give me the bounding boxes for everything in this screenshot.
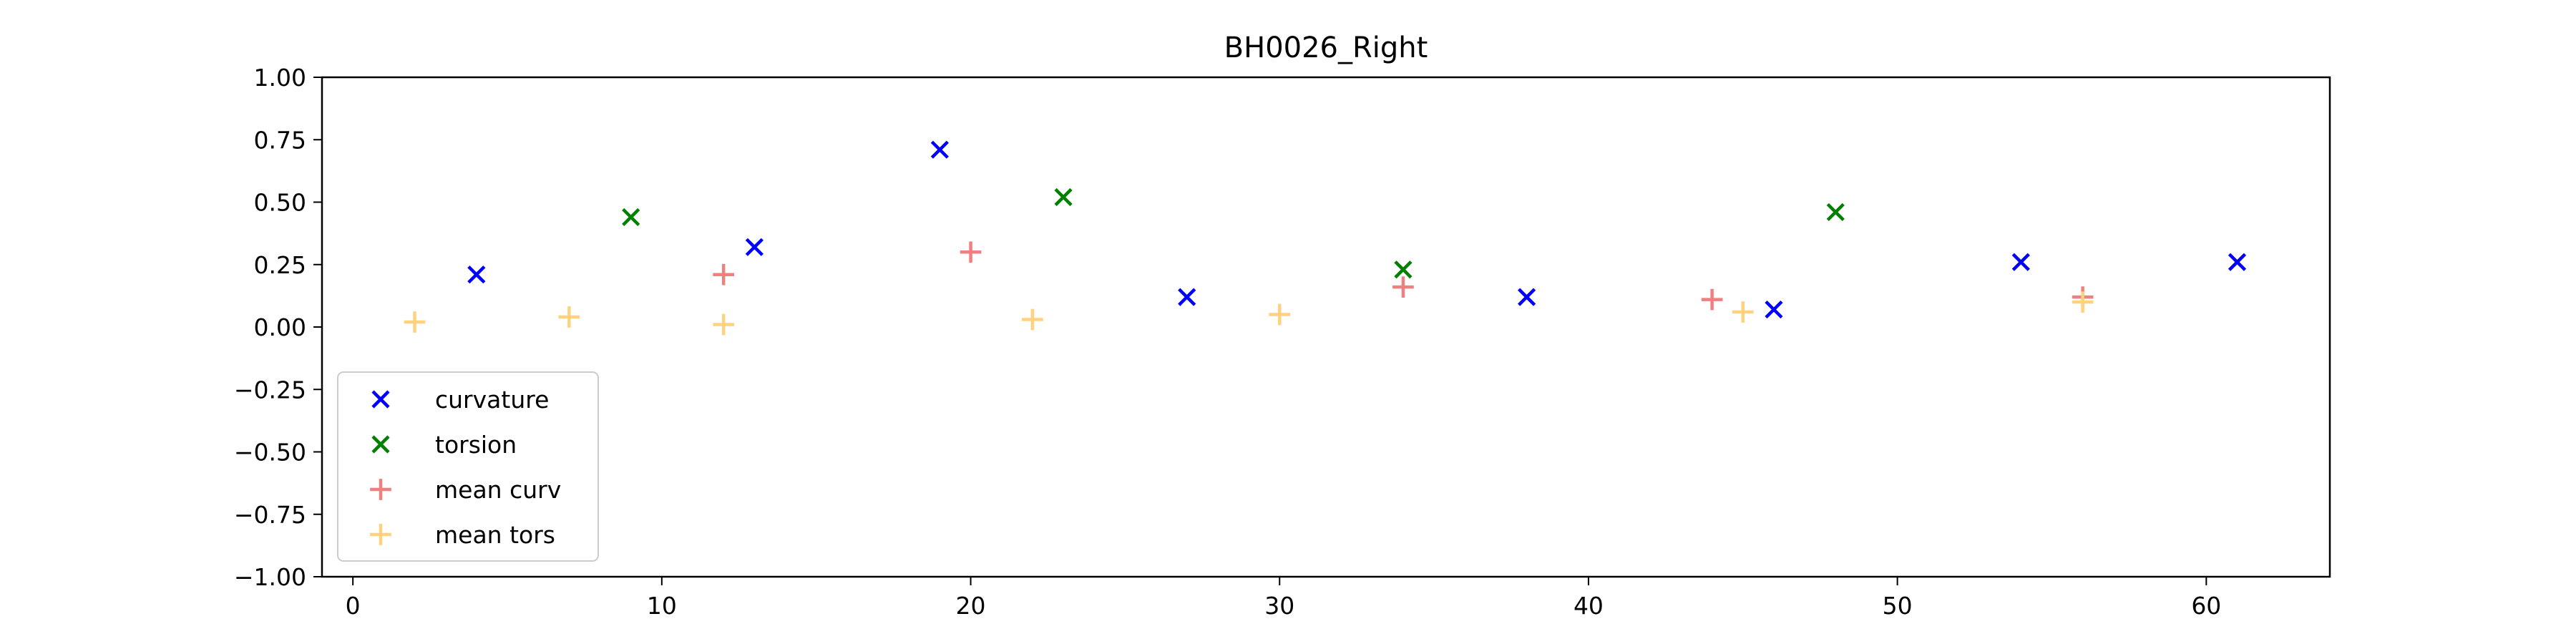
legend: curvature torsion mean curv mean tors	[337, 371, 599, 562]
legend-marker-curvature	[371, 390, 390, 409]
point-mean-curv	[960, 241, 982, 263]
plot-frame	[321, 76, 2331, 578]
legend-box	[337, 371, 599, 562]
point-torsion	[1826, 203, 1845, 222]
axis-ticks: 0 10 20 30 40 50 60 1.00 0.75 0.50 0.25 0.00 −0.25 −0…	[234, 64, 2221, 620]
y-tick-label: 1.00	[254, 64, 306, 92]
legend-label-torsion: torsion	[435, 431, 517, 459]
point-mean-tors	[2072, 291, 2094, 313]
y-tick-label: 0.50	[254, 189, 306, 217]
y-tick-label: −0.75	[234, 501, 306, 529]
point-curvature	[1765, 300, 1783, 319]
y-tick-label: −0.25	[234, 376, 306, 404]
point-curvature	[467, 265, 486, 284]
x-tick-label: 60	[2191, 592, 2221, 620]
point-mean-tors	[558, 306, 580, 328]
point-mean-curv	[1701, 288, 1723, 311]
legend-marker-mean-tors	[370, 524, 391, 545]
y-tick-label: −1.00	[234, 563, 306, 591]
legend-label-mean-tors: mean tors	[435, 521, 555, 549]
point-curvature	[930, 140, 949, 159]
point-curvature	[745, 238, 763, 256]
point-mean-curv	[1392, 276, 1414, 298]
point-torsion	[622, 208, 640, 227]
point-curvature	[2228, 253, 2247, 271]
x-tick-label: 40	[1574, 592, 1604, 620]
legend-marker-torsion	[371, 435, 390, 454]
x-tick-label: 30	[1264, 592, 1294, 620]
y-tick-label: 0.25	[254, 251, 306, 279]
point-mean-tors	[404, 311, 426, 333]
point-mean-tors	[1022, 308, 1043, 331]
point-curvature	[1518, 288, 1536, 306]
y-tick-label: 0.00	[254, 313, 306, 341]
point-curvature	[1178, 288, 1196, 306]
point-mean-tors	[1269, 303, 1291, 326]
point-torsion	[1054, 187, 1073, 207]
legend-label-mean-curv: mean curv	[435, 476, 561, 504]
y-tick-label: −0.50	[234, 439, 306, 467]
x-tick-label: 20	[956, 592, 986, 620]
point-mean-tors	[713, 313, 735, 336]
point-mean-curv	[713, 263, 735, 286]
x-tick-label: 50	[1883, 592, 1913, 620]
legend-label-curvature: curvature	[435, 386, 549, 414]
data-points	[404, 140, 2247, 336]
legend-marker-mean-curv	[370, 479, 391, 500]
chart-title: BH0026_Right	[1224, 31, 1428, 64]
point-mean-tors	[1732, 301, 1754, 323]
x-tick-label: 10	[647, 592, 677, 620]
x-tick-label: 0	[346, 592, 361, 620]
y-tick-label: 0.75	[254, 126, 306, 154]
point-torsion	[1394, 260, 1413, 279]
point-curvature	[2011, 253, 2030, 271]
